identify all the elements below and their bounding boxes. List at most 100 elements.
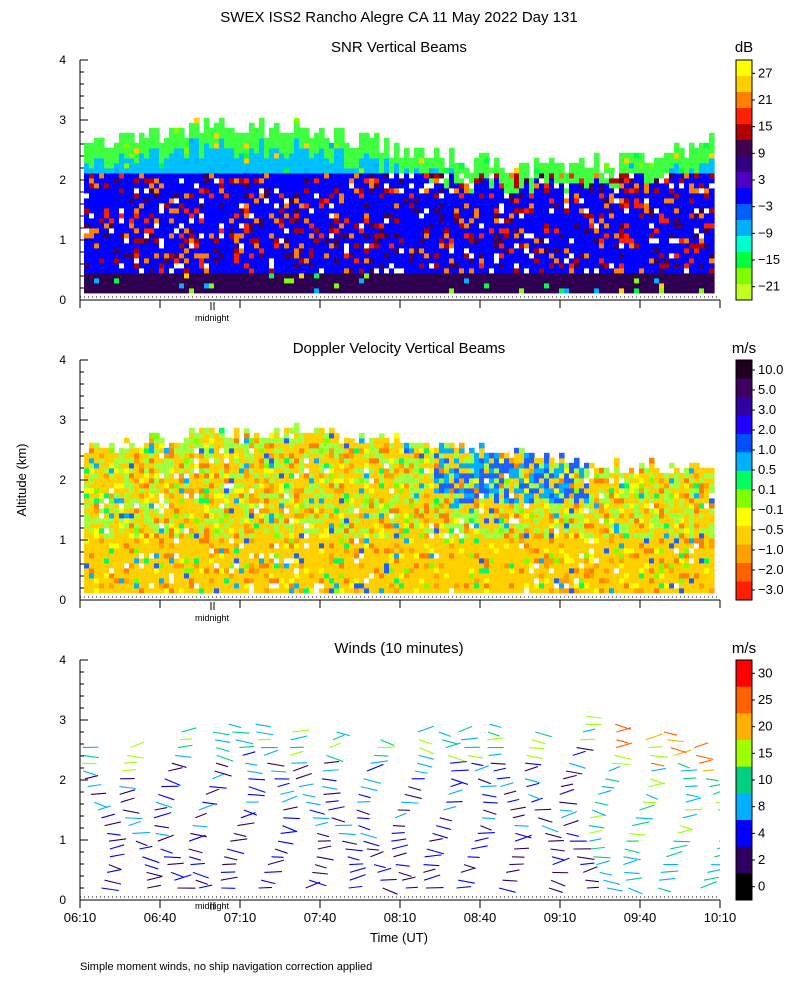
field-cell: [704, 182, 710, 189]
field-cell: [539, 257, 545, 264]
field-cell: [159, 222, 165, 229]
field-cell: [289, 217, 295, 224]
field-cell: [369, 222, 375, 229]
field-cell: [149, 477, 155, 484]
field-cell: [449, 172, 455, 179]
field-cell: [269, 202, 275, 209]
field-cell: [629, 252, 635, 259]
field-cell: [344, 177, 350, 184]
field-cell: [529, 252, 535, 259]
field-cell: [164, 587, 170, 594]
field-cell: [194, 222, 200, 229]
field-cell: [109, 187, 115, 194]
field-cell: [244, 557, 250, 564]
field-cell: [144, 232, 150, 239]
field-cell: [134, 172, 140, 179]
field-cell: [164, 272, 170, 279]
field-cell: [259, 527, 265, 534]
field-cell: [669, 232, 675, 239]
field-cell: [604, 262, 610, 269]
field-cell: [474, 242, 480, 249]
field-cell: [149, 257, 155, 264]
field-cell: [109, 457, 115, 464]
field-cell: [639, 202, 645, 209]
field-cell: [139, 457, 145, 464]
field-cell: [324, 177, 330, 184]
field-cell: [159, 247, 165, 254]
field-cell: [379, 262, 385, 269]
field-cell: [274, 527, 280, 534]
field-cell: [209, 162, 215, 169]
field-cell: [144, 577, 150, 584]
field-cell: [419, 192, 425, 199]
field-cell: [379, 277, 385, 284]
field-cell: [139, 152, 145, 159]
field-cell: [509, 277, 515, 284]
field-cell: [489, 287, 495, 294]
field-cell: [104, 487, 110, 494]
field-cell: [614, 222, 620, 229]
field-cell: [184, 222, 190, 229]
field-cell: [214, 142, 220, 149]
field-cell: [124, 472, 130, 479]
field-cell: [109, 452, 115, 459]
field-cell: [519, 217, 525, 224]
field-cell: [224, 157, 230, 164]
field-cell: [689, 147, 695, 154]
field-cell: [344, 232, 350, 239]
field-cell: [349, 287, 355, 294]
field-cell: [169, 207, 175, 214]
field-cell: [264, 167, 270, 174]
field-cell: [239, 197, 245, 204]
field-cell: [639, 177, 645, 184]
field-cell: [224, 247, 230, 254]
field-cell: [704, 162, 710, 169]
field-cell: [99, 177, 105, 184]
field-cell: [269, 557, 275, 564]
field-cell: [279, 217, 285, 224]
field-cell: [239, 287, 245, 294]
field-cell: [554, 212, 560, 219]
field-cell: [264, 552, 270, 559]
field-cell: [454, 257, 460, 264]
field-cell: [629, 277, 635, 284]
field-cell: [274, 547, 280, 554]
field-cell: [469, 287, 475, 294]
field-cell: [264, 497, 270, 504]
field-cell: [104, 157, 110, 164]
field-cell: [259, 467, 265, 474]
field-cell: [674, 242, 680, 249]
field-cell: [194, 537, 200, 544]
field-cell: [239, 562, 245, 569]
field-cell: [524, 257, 530, 264]
field-cell: [269, 452, 275, 459]
field-cell: [589, 262, 595, 269]
field-cell: [664, 192, 670, 199]
field-cell: [254, 517, 260, 524]
field-cell: [504, 207, 510, 214]
field-cell: [269, 267, 275, 274]
field-cell: [129, 547, 135, 554]
field-cell: [434, 237, 440, 244]
field-cell: [494, 272, 500, 279]
field-cell: [594, 272, 600, 279]
field-cell: [499, 232, 505, 239]
field-cell: [434, 267, 440, 274]
field-cell: [519, 162, 525, 169]
field-cell: [499, 227, 505, 234]
field-cell: [274, 197, 280, 204]
field-cell: [149, 557, 155, 564]
field-cell: [319, 212, 325, 219]
field-cell: [494, 227, 500, 234]
field-cell: [169, 587, 175, 594]
field-cell: [439, 167, 445, 174]
field-cell: [539, 222, 545, 229]
field-cell: [554, 257, 560, 264]
field-cell: [219, 462, 225, 469]
field-cell: [649, 212, 655, 219]
field-cell: [204, 117, 210, 124]
field-cell: [694, 227, 700, 234]
field-cell: [249, 212, 255, 219]
field-cell: [389, 257, 395, 264]
